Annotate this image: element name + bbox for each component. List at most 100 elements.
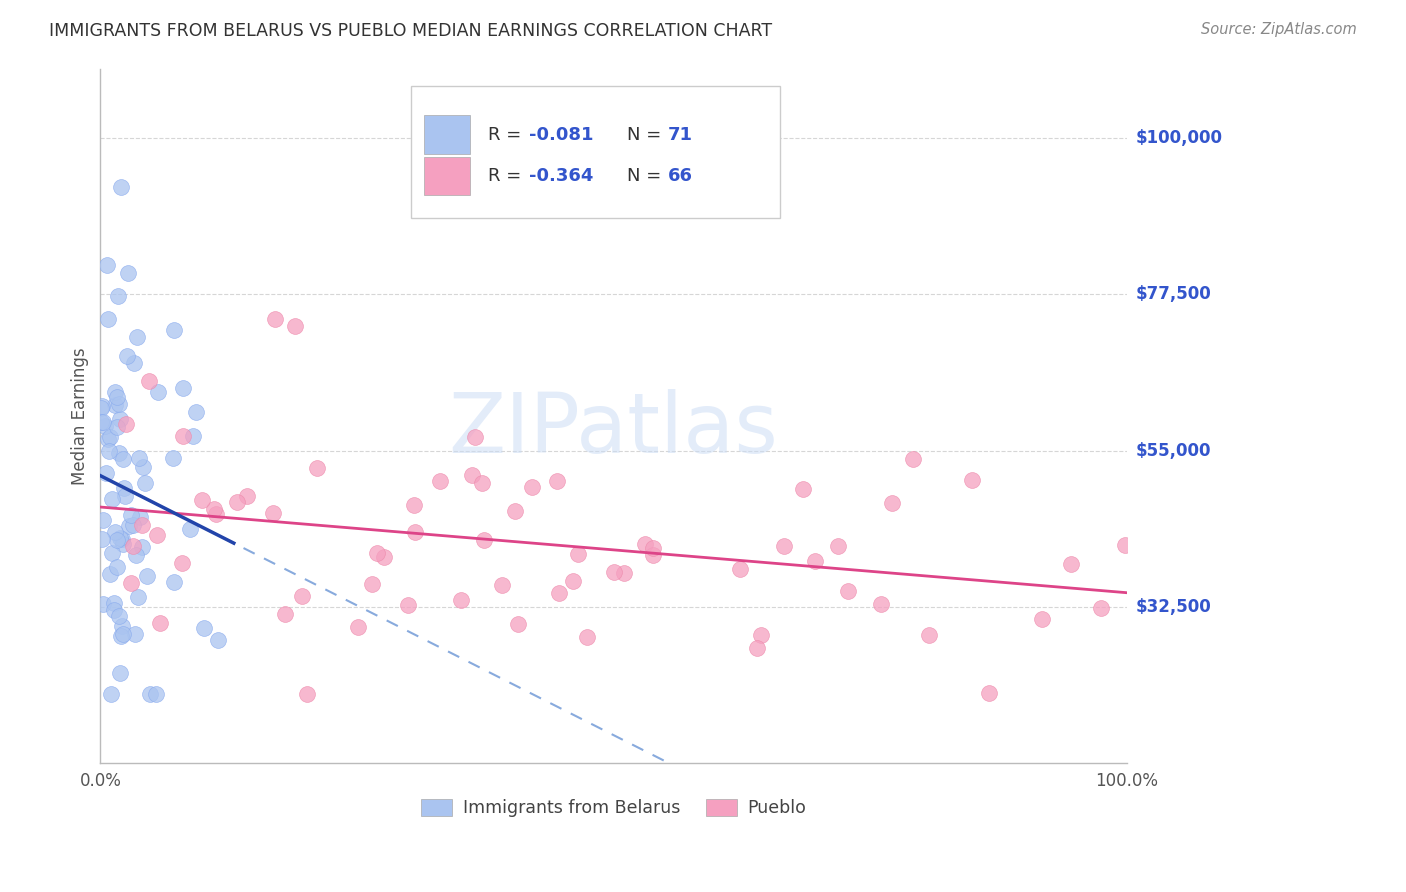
Point — [172, 429, 194, 443]
Point — [111, 619, 134, 633]
Text: $32,500: $32,500 — [1135, 599, 1211, 616]
Point — [103, 603, 125, 617]
Point — [104, 384, 127, 399]
FancyBboxPatch shape — [412, 86, 780, 218]
Point — [172, 380, 194, 394]
Point — [613, 566, 636, 581]
Text: IMMIGRANTS FROM BELARUS VS PUEBLO MEDIAN EARNINGS CORRELATION CHART: IMMIGRANTS FROM BELARUS VS PUEBLO MEDIAN… — [49, 22, 772, 40]
Point — [132, 460, 155, 475]
Point — [110, 629, 132, 643]
Point — [262, 506, 284, 520]
Point — [105, 560, 128, 574]
Point — [107, 289, 129, 303]
Point — [396, 598, 419, 612]
Point — [149, 616, 172, 631]
Point — [960, 473, 983, 487]
Point — [145, 687, 167, 701]
Point — [361, 577, 384, 591]
Point — [404, 525, 426, 540]
Point — [131, 518, 153, 533]
Point — [112, 451, 135, 466]
Point — [506, 617, 529, 632]
Point — [136, 568, 159, 582]
Point — [207, 632, 229, 647]
Point — [190, 492, 212, 507]
Point — [112, 627, 135, 641]
Point — [91, 597, 114, 611]
Point — [792, 482, 814, 496]
Point — [98, 566, 121, 581]
Point — [96, 467, 118, 481]
Text: $100,000: $100,000 — [1135, 129, 1222, 147]
Text: Source: ZipAtlas.com: Source: ZipAtlas.com — [1201, 22, 1357, 37]
Point — [882, 496, 904, 510]
Point — [162, 450, 184, 465]
Point — [117, 266, 139, 280]
Point — [129, 509, 152, 524]
Text: $55,000: $55,000 — [1135, 442, 1211, 459]
Point — [373, 549, 395, 564]
Point — [97, 432, 120, 446]
Point — [366, 546, 388, 560]
Point — [602, 566, 624, 580]
Point — [402, 499, 425, 513]
Text: $77,500: $77,500 — [1135, 285, 1211, 303]
Point — [134, 476, 156, 491]
Point — [346, 620, 368, 634]
Point — [90, 416, 112, 430]
Point — [108, 609, 131, 624]
Point — [110, 179, 132, 194]
Point — [226, 494, 249, 508]
Point — [117, 519, 139, 533]
Point — [202, 502, 225, 516]
Point — [98, 429, 121, 443]
Point — [295, 687, 318, 701]
Y-axis label: Median Earnings: Median Earnings — [72, 347, 89, 485]
Point — [503, 503, 526, 517]
Point — [730, 562, 752, 576]
Point — [104, 524, 127, 539]
Point — [91, 532, 114, 546]
Point — [186, 405, 208, 419]
Point — [546, 474, 568, 488]
FancyBboxPatch shape — [423, 115, 470, 153]
Point — [181, 429, 204, 443]
Point — [138, 374, 160, 388]
Point — [115, 349, 138, 363]
Point — [1031, 612, 1053, 626]
Point — [747, 640, 769, 655]
Point — [105, 420, 128, 434]
Point — [205, 508, 228, 522]
Point — [90, 401, 112, 416]
Point — [112, 537, 135, 551]
Point — [120, 508, 142, 522]
Point — [100, 687, 122, 701]
Point — [108, 446, 131, 460]
Point — [101, 546, 124, 560]
Point — [163, 574, 186, 589]
Point — [170, 556, 193, 570]
Point — [179, 522, 201, 536]
Point — [100, 491, 122, 506]
Point — [94, 419, 117, 434]
Point — [979, 686, 1001, 700]
Point — [108, 666, 131, 681]
Point — [127, 590, 149, 604]
Point — [122, 518, 145, 533]
FancyBboxPatch shape — [423, 157, 470, 195]
Point — [91, 513, 114, 527]
Point — [471, 476, 494, 491]
Point — [263, 311, 285, 326]
Point — [125, 330, 148, 344]
Point — [773, 539, 796, 553]
Point — [128, 450, 150, 465]
Point — [114, 490, 136, 504]
Point — [870, 597, 893, 611]
Text: 66: 66 — [668, 167, 693, 186]
Legend: Immigrants from Belarus, Pueblo: Immigrants from Belarus, Pueblo — [413, 792, 814, 824]
Point — [112, 481, 135, 495]
Point — [91, 415, 114, 429]
Point — [110, 412, 132, 426]
Text: R =: R = — [488, 126, 527, 144]
Point — [111, 532, 134, 546]
